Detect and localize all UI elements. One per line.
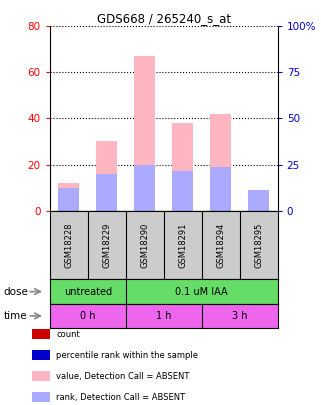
Bar [134, 56, 155, 211]
Bar [172, 171, 193, 211]
Bar [58, 183, 79, 211]
Text: rank, Detection Call = ABSENT: rank, Detection Call = ABSENT [56, 393, 185, 402]
Bar [248, 190, 269, 211]
Text: GSM18295: GSM18295 [254, 222, 263, 268]
Bar [134, 164, 155, 211]
Bar [58, 188, 79, 211]
Text: 0 h: 0 h [80, 311, 95, 321]
Bar [248, 190, 269, 211]
Bar [172, 123, 193, 211]
Text: 3 h: 3 h [232, 311, 247, 321]
Text: dose: dose [3, 287, 28, 296]
Text: percentile rank within the sample: percentile rank within the sample [56, 351, 198, 360]
Bar [96, 174, 117, 211]
Text: GSM18291: GSM18291 [178, 222, 187, 268]
Text: 1 h: 1 h [156, 311, 171, 321]
Bar [210, 114, 231, 211]
Text: GSM18294: GSM18294 [216, 222, 225, 268]
Text: value, Detection Call = ABSENT: value, Detection Call = ABSENT [56, 372, 189, 381]
Bar [210, 167, 231, 211]
Text: GSM18290: GSM18290 [140, 222, 149, 268]
Text: count: count [56, 330, 80, 339]
Bar [96, 141, 117, 211]
Text: time: time [3, 311, 27, 321]
Text: GSM18229: GSM18229 [102, 222, 111, 268]
Text: 0.1 uM IAA: 0.1 uM IAA [175, 287, 228, 296]
Title: GDS668 / 265240_s_at: GDS668 / 265240_s_at [97, 12, 231, 25]
Text: untreated: untreated [64, 287, 112, 296]
Text: GSM18228: GSM18228 [64, 222, 73, 268]
